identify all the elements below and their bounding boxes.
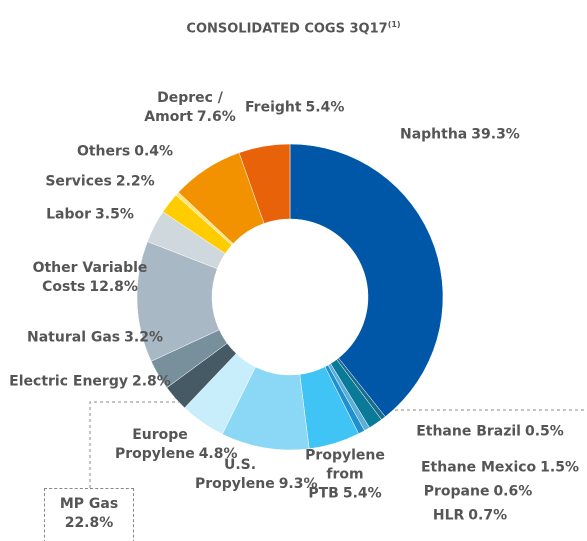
donut-slice [289, 143, 444, 418]
value-label: 39.3% [471, 126, 520, 143]
category-name: Europe Propylene [115, 427, 195, 462]
category-name: Ethane Mexico [420, 459, 537, 476]
slice-label: Other Variable Costs 12.8% [20, 259, 160, 297]
category-name: Natural Gas [27, 329, 121, 346]
slice-label: Labor 3.5% [20, 206, 160, 225]
slice-label: Propylene from PTB 5.4% [295, 447, 395, 504]
slice-label: Services 2.2% [30, 173, 170, 192]
value-label: 2.8% [131, 373, 171, 390]
value-label: 1.5% [540, 459, 579, 476]
value-label: 0.5% [524, 423, 564, 440]
slice-label: Deprec / Amort 7.6% [130, 89, 250, 127]
slice-label: Others 0.4% [55, 143, 195, 162]
value-label: 12.8% [89, 279, 138, 295]
slice-label: Natural Gas 3.2% [0, 329, 195, 348]
value-label: 2.2% [115, 173, 155, 190]
annotation-label: MP Gas [59, 496, 119, 512]
chart-title: CONSOLIDATED COGS 3Q17(1) [0, 20, 587, 36]
slice-label: Electric Energy 2.8% [0, 373, 190, 392]
annotation-value: 22.8% [64, 515, 114, 531]
slice-label: Ethane Brazil 0.5% [390, 423, 587, 442]
value-label: 0.4% [134, 143, 174, 160]
slice-label: Europe Propylene 4.8% [115, 426, 238, 464]
slice-label: HLR 0.7% [410, 507, 530, 526]
category-name: Naphtha [400, 126, 468, 143]
category-name: U.S. Propylene [195, 457, 275, 492]
slice-label: Freight 5.4% [245, 99, 344, 118]
category-name: Freight [245, 99, 302, 116]
annotation: MP Gas 22.8% [44, 488, 134, 541]
value-label: 9.3% [278, 476, 318, 492]
category-name: Ethane Brazil [416, 423, 521, 440]
slice-label: U.S. Propylene 9.3% [195, 456, 318, 494]
category-name: Electric Energy [9, 373, 128, 390]
slice-label: Ethane Mexico 1.5% [400, 459, 587, 478]
value-label: 4.8% [198, 446, 238, 462]
category-name: Others [76, 143, 131, 160]
value-label: 7.6% [196, 109, 236, 125]
category-name: Other Variable Costs [32, 260, 148, 295]
value-label: 0.6% [493, 483, 533, 500]
value-label: 3.2% [124, 329, 163, 346]
title-text: CONSOLIDATED COGS 3Q17 [186, 21, 388, 37]
category-name: Services [45, 173, 112, 190]
category-name: Labor [46, 206, 92, 223]
value-label: 0.7% [468, 507, 508, 524]
value-label: 3.5% [95, 206, 134, 223]
bracket-line [89, 401, 185, 488]
category-name: Deprec / Amort [144, 90, 223, 125]
slice-label: Naphtha 39.3% [400, 126, 520, 145]
category-name: HLR [432, 507, 465, 524]
donut-slice [238, 143, 291, 224]
category-name: Propane [423, 483, 490, 500]
title-note: (1) [387, 20, 401, 29]
slice-label: Propane 0.6% [398, 483, 558, 502]
value-label: 5.4% [342, 485, 382, 502]
category-name: Propylene from PTB [305, 447, 385, 502]
value-label: 5.4% [305, 99, 345, 116]
